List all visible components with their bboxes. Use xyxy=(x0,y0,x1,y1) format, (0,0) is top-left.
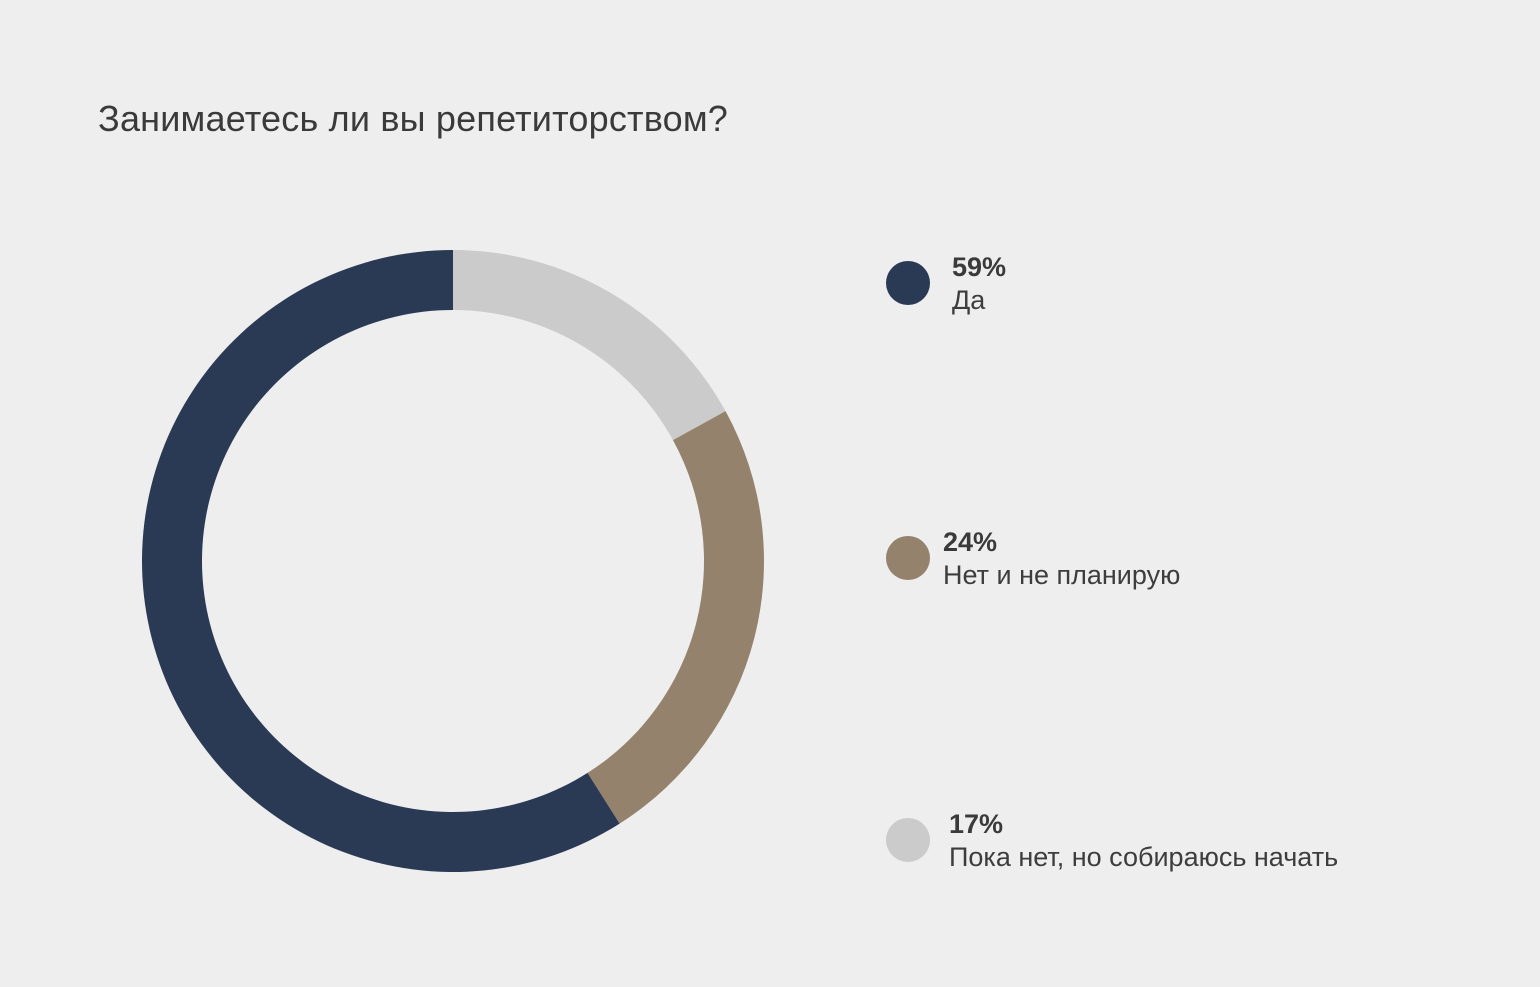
legend-value-not-yet: 17% xyxy=(949,809,1004,839)
legend-swatch-yes xyxy=(886,261,930,305)
legend-swatch-not-yet xyxy=(886,818,930,862)
donut-slice-not-yet xyxy=(453,250,726,441)
legend-value-yes: 59% xyxy=(952,252,1007,282)
legend-label-no: Нет и не планирую xyxy=(943,560,1181,590)
donut-slices xyxy=(141,250,764,872)
legend-label-not-yet: Пока нет, но собираюсь начать xyxy=(949,842,1339,872)
chart-title: Занимаетесь ли вы репетиторством? xyxy=(98,98,729,139)
donut-slice-yes xyxy=(141,250,620,872)
legend-swatch-no xyxy=(886,536,930,580)
legend-label-yes: Да xyxy=(952,285,986,315)
donut-slice-no xyxy=(587,411,764,824)
legend-value-no: 24% xyxy=(943,527,998,557)
